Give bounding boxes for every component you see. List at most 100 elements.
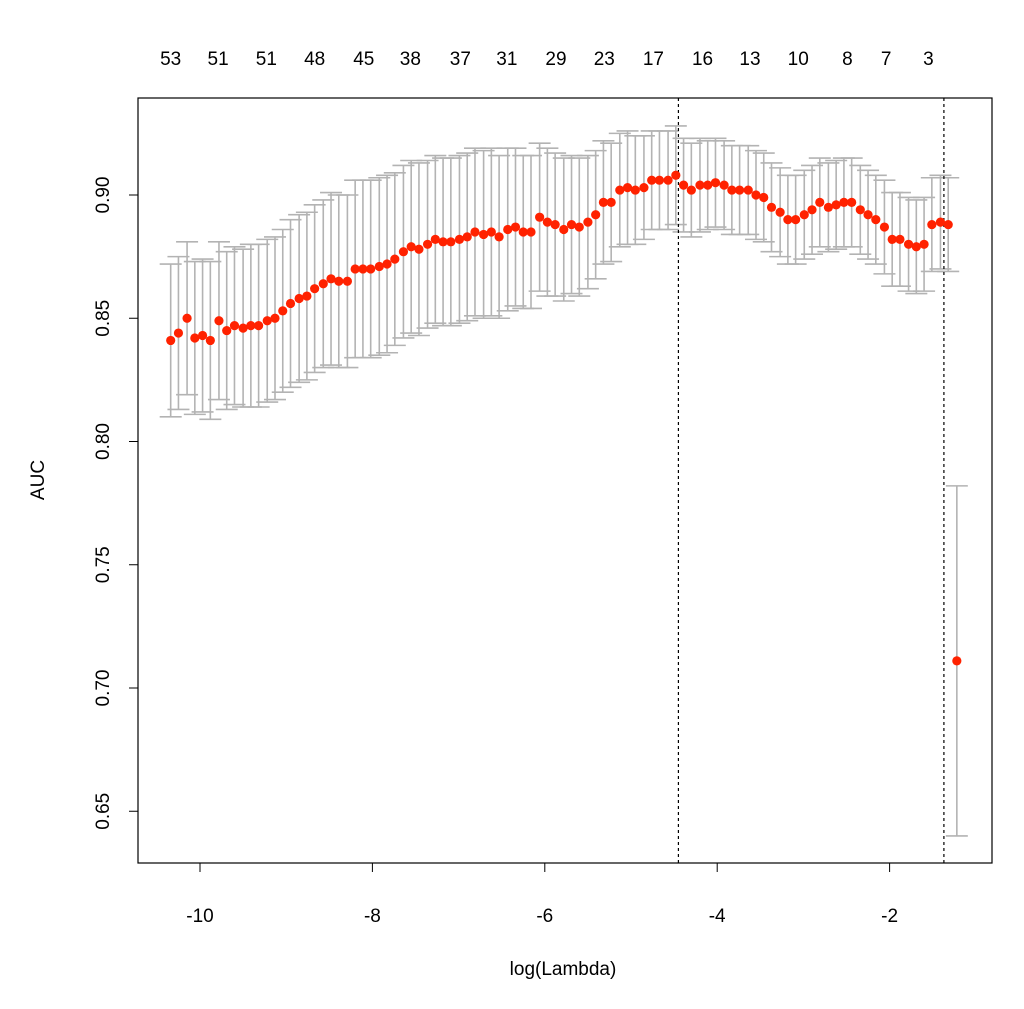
- data-point: [182, 313, 192, 323]
- data-point: [855, 205, 865, 215]
- data-point: [903, 239, 914, 249]
- x-axis-label: log(Lambda): [510, 959, 617, 980]
- data-point: [510, 222, 521, 232]
- y-tick-label: 0.70: [93, 670, 114, 707]
- data-point: [831, 200, 841, 210]
- data-point: [695, 180, 705, 190]
- top-tick-label: 8: [842, 49, 853, 70]
- data-point: [222, 325, 232, 336]
- data-point: [214, 316, 224, 326]
- data-point: [591, 210, 601, 220]
- data-point: [190, 333, 200, 343]
- data-point: [622, 183, 633, 193]
- y-tick-label: 0.85: [93, 300, 114, 337]
- data-point: [262, 316, 272, 326]
- data-point: [390, 254, 400, 264]
- data-point: [294, 293, 304, 304]
- top-tick-label: 45: [353, 49, 374, 70]
- data-point: [205, 335, 215, 346]
- data-point: [518, 227, 528, 237]
- data-point: [422, 239, 433, 249]
- x-tick-label: -6: [536, 906, 553, 927]
- data-point: [671, 170, 681, 180]
- y-axis-label: AUC: [28, 460, 49, 500]
- data-point: [791, 215, 801, 225]
- data-point: [639, 183, 649, 193]
- data-point: [454, 234, 465, 244]
- y-tick-label: 0.80: [93, 423, 114, 460]
- data-point: [559, 224, 569, 235]
- data-point: [542, 217, 552, 227]
- data-point: [550, 219, 560, 230]
- data-point: [911, 242, 921, 252]
- top-tick-label: 16: [692, 49, 713, 70]
- data-point: [799, 210, 809, 220]
- data-point: [719, 180, 729, 190]
- top-tick-label: 51: [208, 49, 229, 70]
- data-point: [735, 185, 745, 195]
- top-tick-label: 23: [594, 49, 615, 70]
- data-point: [943, 219, 953, 230]
- data-point: [887, 234, 897, 244]
- x-tick-label: -2: [881, 906, 898, 927]
- top-tick-label: 51: [256, 49, 277, 70]
- data-point: [166, 335, 176, 346]
- data-point: [470, 227, 480, 237]
- top-axis: 53 51 51 48 45 38 37 31 29 23 17 16 13 10 8 7 3: [160, 49, 934, 70]
- data-point: [462, 232, 472, 242]
- data-point: [871, 215, 881, 225]
- data-point: [486, 227, 496, 237]
- data-point: [743, 185, 753, 195]
- data-point: [863, 210, 873, 220]
- data-point: [494, 232, 504, 242]
- data-point: [919, 239, 929, 249]
- data-point: [503, 224, 513, 235]
- top-tick-label: 29: [545, 49, 566, 70]
- data-point: [927, 219, 937, 230]
- data-point: [895, 234, 905, 244]
- data-point: [326, 274, 336, 284]
- x-tick-label: -10: [186, 906, 213, 927]
- top-tick-label: 37: [450, 49, 471, 70]
- top-tick-label: 10: [788, 49, 809, 70]
- data-point: [879, 222, 890, 232]
- data-point: [847, 197, 857, 207]
- data-point: [751, 190, 761, 200]
- data-point: [783, 215, 793, 225]
- data-point: [358, 264, 368, 274]
- data-point: [478, 229, 489, 240]
- data-point: [815, 197, 825, 207]
- data-point: [229, 321, 240, 331]
- data-point: [278, 306, 288, 316]
- data-point: [406, 242, 416, 252]
- top-tick-label: 53: [160, 49, 181, 70]
- x-axis: -10 -8 -6 -4 -2: [186, 862, 898, 927]
- data-point: [197, 330, 208, 341]
- data-point: [775, 207, 785, 217]
- data-point: [438, 237, 448, 247]
- data-point: [310, 284, 320, 294]
- x-tick-label: -4: [709, 906, 726, 927]
- data-point: [285, 298, 296, 309]
- top-tick-label: 7: [881, 49, 892, 70]
- top-tick-label: 38: [400, 49, 421, 70]
- data-point: [807, 205, 817, 215]
- top-tick-label: 48: [304, 49, 325, 70]
- data-point: [952, 656, 962, 666]
- y-tick-label: 0.75: [93, 546, 114, 583]
- data-point: [615, 185, 625, 195]
- data-point: [366, 264, 376, 274]
- data-point: [686, 185, 696, 195]
- data-point: [703, 180, 713, 190]
- top-tick-label: 3: [923, 49, 934, 70]
- data-point: [398, 247, 409, 257]
- data-point: [935, 217, 946, 227]
- data-point: [839, 197, 849, 207]
- data-point: [766, 202, 777, 212]
- data-point: [727, 185, 737, 195]
- x-tick-label: -8: [364, 906, 381, 927]
- data-point: [654, 175, 665, 185]
- data-points: [166, 170, 962, 666]
